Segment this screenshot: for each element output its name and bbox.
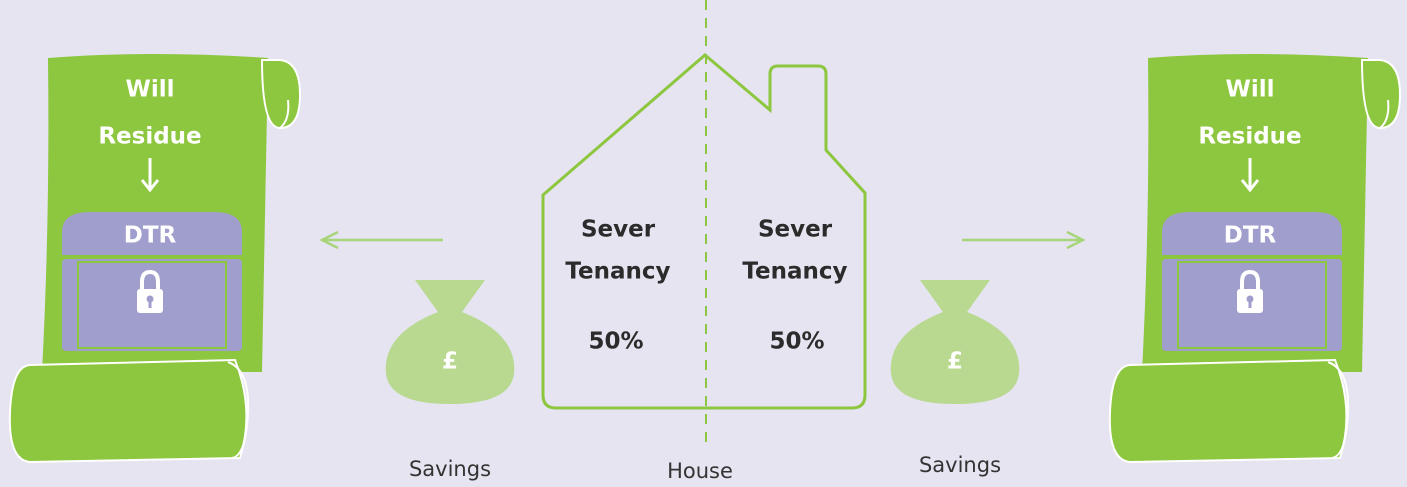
caption: Savings (919, 453, 1001, 477)
bag-symbol: £ (442, 349, 458, 375)
house-text: Sever (758, 217, 833, 243)
bag-symbol: £ (947, 349, 963, 375)
scroll-text: Residue (98, 124, 201, 150)
scroll-text: Residue (1198, 124, 1301, 150)
scroll-text: Will (1225, 77, 1274, 103)
house-share: 50% (769, 329, 824, 355)
dtr-label: DTR (1224, 223, 1277, 249)
caption: House (667, 459, 733, 483)
dtr-label: DTR (124, 223, 177, 249)
caption: Savings (409, 457, 491, 481)
house-text: Tenancy (742, 259, 847, 285)
house-text: Sever (581, 217, 656, 243)
diagram: Will Residue DTR Will Residue DTR Sever … (0, 0, 1407, 487)
house-text: Tenancy (565, 259, 670, 285)
house-share: 50% (588, 329, 643, 355)
scroll-text: Will (125, 77, 174, 103)
